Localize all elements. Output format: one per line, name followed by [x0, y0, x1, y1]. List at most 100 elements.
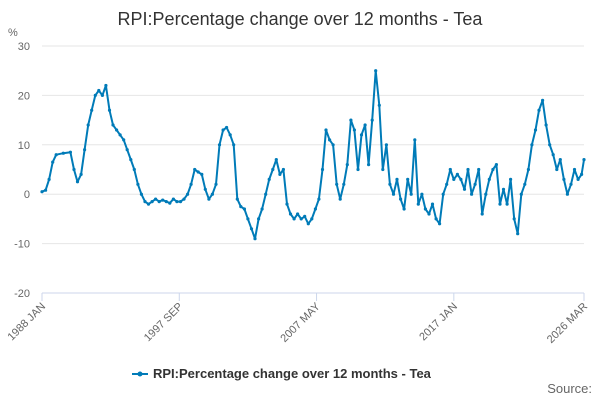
data-point[interactable] — [186, 192, 190, 196]
data-point[interactable] — [572, 167, 577, 172]
data-point[interactable] — [196, 170, 200, 174]
data-point[interactable] — [310, 217, 314, 221]
data-point[interactable] — [72, 167, 76, 172]
data-point[interactable] — [324, 128, 328, 132]
data-point[interactable] — [395, 177, 399, 181]
data-point[interactable] — [175, 200, 179, 204]
data-point[interactable] — [97, 88, 101, 93]
data-point[interactable] — [438, 222, 442, 226]
data-point[interactable] — [246, 217, 250, 221]
data-point[interactable] — [416, 202, 420, 206]
data-point[interactable] — [235, 197, 239, 201]
data-point[interactable] — [125, 148, 129, 152]
data-point[interactable] — [494, 163, 498, 167]
data-point[interactable] — [548, 143, 552, 147]
data-point[interactable] — [164, 200, 168, 204]
data-point[interactable] — [530, 143, 534, 147]
data-point[interactable] — [391, 192, 396, 196]
data-point[interactable] — [445, 182, 449, 186]
data-point[interactable] — [459, 177, 463, 181]
data-point[interactable] — [274, 158, 278, 162]
data-point[interactable] — [150, 200, 154, 204]
data-point[interactable] — [249, 227, 254, 231]
series-group[interactable] — [40, 69, 586, 241]
data-point[interactable] — [93, 93, 97, 97]
data-point[interactable] — [342, 182, 346, 186]
legend-label[interactable]: RPI:Percentage change over 12 months - T… — [153, 366, 432, 381]
data-point[interactable] — [399, 197, 403, 201]
data-point[interactable] — [171, 197, 175, 201]
data-point[interactable] — [558, 158, 562, 162]
data-point[interactable] — [526, 167, 531, 172]
data-point[interactable] — [569, 182, 573, 186]
data-point[interactable] — [225, 125, 229, 130]
data-point[interactable] — [132, 167, 136, 172]
data-point[interactable] — [466, 167, 470, 172]
data-point[interactable] — [193, 167, 197, 172]
data-point[interactable] — [473, 182, 477, 186]
data-point[interactable] — [54, 153, 58, 157]
data-point[interactable] — [104, 83, 108, 88]
data-point[interactable] — [537, 108, 541, 112]
data-point[interactable] — [352, 128, 356, 132]
data-point[interactable] — [452, 177, 456, 181]
data-point[interactable] — [335, 182, 339, 186]
data-point[interactable] — [523, 182, 527, 186]
data-point[interactable] — [207, 197, 211, 201]
data-point[interactable] — [242, 207, 246, 211]
data-point[interactable] — [402, 207, 406, 211]
data-point[interactable] — [79, 172, 83, 176]
data-point[interactable] — [143, 200, 147, 204]
data-point[interactable] — [139, 192, 143, 196]
data-point[interactable] — [228, 133, 232, 137]
data-point[interactable] — [487, 177, 491, 181]
data-point[interactable] — [86, 123, 90, 127]
data-point[interactable] — [331, 143, 335, 147]
data-point[interactable] — [68, 150, 72, 154]
data-point[interactable] — [285, 202, 289, 206]
data-point[interactable] — [498, 202, 502, 206]
data-point[interactable] — [51, 160, 55, 164]
data-point[interactable] — [430, 202, 435, 206]
data-point[interactable] — [157, 200, 161, 204]
data-point[interactable] — [533, 128, 538, 132]
data-point[interactable] — [221, 128, 225, 132]
data-point[interactable] — [374, 69, 378, 73]
data-point[interactable] — [345, 163, 349, 167]
data-point[interactable] — [381, 167, 385, 172]
legend[interactable]: RPI:Percentage change over 12 months - T… — [132, 366, 432, 381]
data-point[interactable] — [75, 180, 80, 184]
data-point[interactable] — [356, 167, 360, 172]
data-point[interactable] — [512, 217, 516, 221]
data-point[interactable] — [434, 217, 438, 221]
data-point[interactable] — [40, 190, 44, 194]
data-point[interactable] — [541, 98, 545, 102]
data-point[interactable] — [582, 158, 586, 162]
data-point[interactable] — [264, 192, 268, 196]
data-point[interactable] — [296, 212, 300, 216]
data-point[interactable] — [217, 143, 222, 147]
data-point[interactable] — [484, 192, 488, 196]
data-point[interactable] — [288, 212, 293, 216]
data-point[interactable] — [210, 192, 214, 196]
data-point[interactable] — [47, 177, 51, 181]
data-point[interactable] — [516, 232, 520, 236]
data-point[interactable] — [271, 167, 275, 172]
data-point[interactable] — [409, 192, 413, 196]
data-point[interactable] — [551, 153, 555, 157]
data-point[interactable] — [257, 217, 261, 221]
data-point[interactable] — [189, 182, 193, 186]
data-point[interactable] — [90, 108, 94, 112]
data-point[interactable] — [576, 177, 580, 181]
data-point[interactable] — [281, 167, 285, 172]
data-point[interactable] — [168, 201, 172, 205]
data-point[interactable] — [413, 138, 417, 142]
data-point[interactable] — [441, 192, 445, 196]
data-point[interactable] — [178, 200, 183, 204]
data-point[interactable] — [370, 118, 374, 122]
data-point[interactable] — [317, 197, 321, 201]
data-point[interactable] — [146, 202, 151, 206]
data-point[interactable] — [477, 167, 481, 172]
data-point[interactable] — [292, 217, 296, 221]
data-point[interactable] — [129, 158, 133, 162]
